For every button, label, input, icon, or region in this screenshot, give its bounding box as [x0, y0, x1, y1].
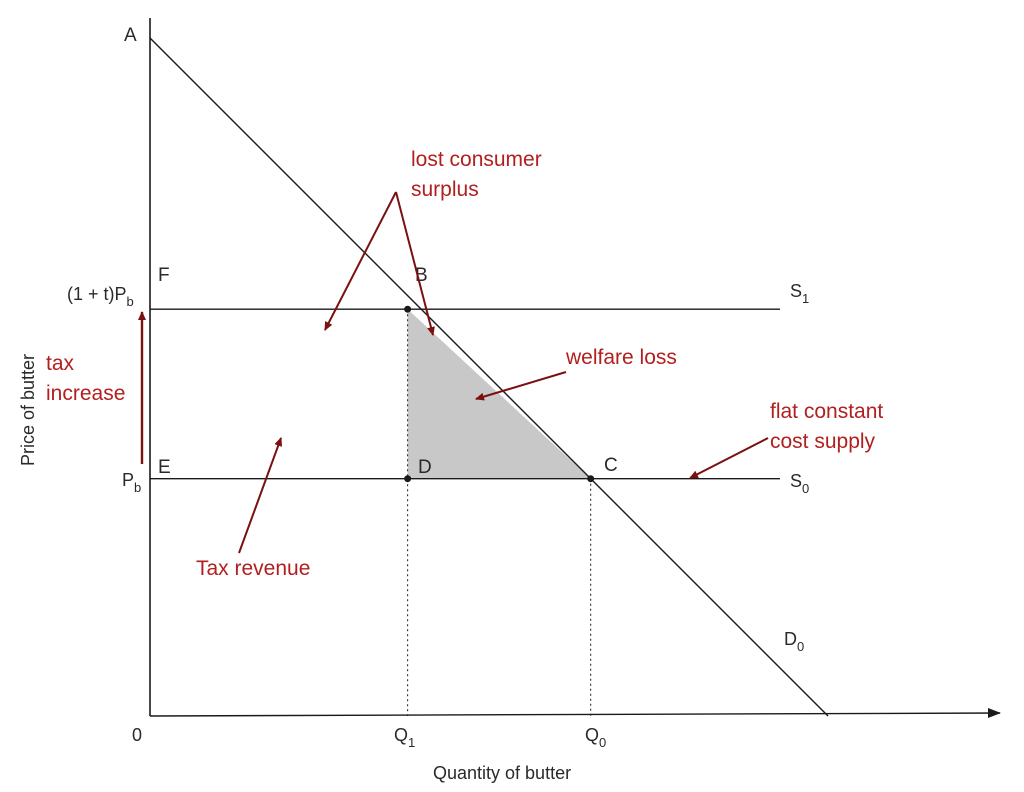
tax-revenue-annotation: Tax revenue [196, 557, 310, 580]
tax-increase-annotation: tax increase [46, 352, 125, 405]
s0-curve-label: S0 [790, 471, 809, 496]
s1-curve-label: S1 [790, 281, 809, 306]
point-d-dot [404, 475, 412, 483]
demand-curve [149, 37, 829, 717]
x-axis-title: Quantity of butter [433, 763, 571, 783]
point-c-dot [587, 475, 595, 483]
point-a-label: A [124, 25, 137, 46]
x-axis [149, 708, 1001, 719]
point-f-label: F [158, 265, 170, 286]
origin-label: 0 [132, 725, 142, 745]
point-c-label: C [604, 455, 618, 476]
arrow-flat-supply [689, 437, 769, 479]
point-d-label: D [418, 457, 432, 478]
y-axis-title: Price of butter [18, 354, 38, 466]
point-b-dot [404, 305, 412, 313]
x-tick-label-q0: Q0 [585, 725, 606, 750]
d0-curve-label: D0 [784, 629, 804, 654]
x-tick-label-q1: Q1 [394, 725, 415, 750]
arrow-tax-revenue [238, 437, 283, 554]
welfare-loss-region [407, 309, 591, 479]
y-tick-label-taxed-price: (1 + t)Pb [67, 284, 134, 309]
arrow-surplus-left [324, 191, 397, 331]
arrow-welfare-loss [475, 371, 567, 401]
point-e-label: E [158, 457, 171, 478]
flat-supply-annotation: flat constant cost supply [770, 400, 889, 453]
y-tick-label-price: Pb [122, 470, 141, 495]
welfare-loss-annotation: welfare loss [565, 346, 677, 369]
lost-consumer-surplus-annotation: lost consumer surplus [411, 148, 548, 201]
arrow-surplus-right [395, 191, 435, 336]
